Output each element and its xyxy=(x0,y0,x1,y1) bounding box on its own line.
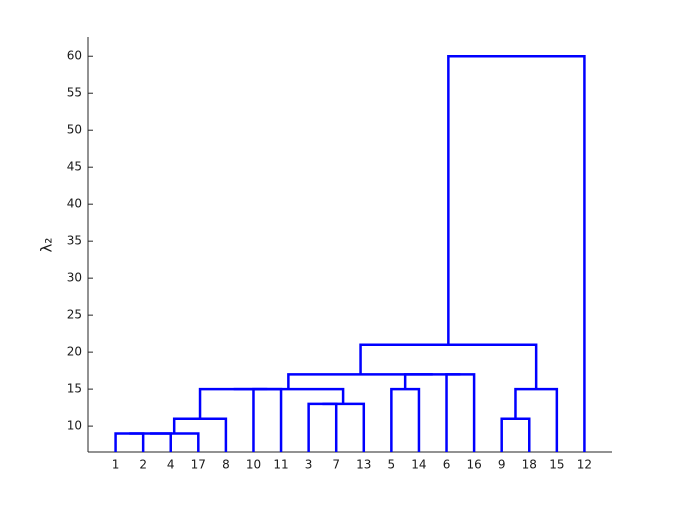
dendrogram-link xyxy=(252,387,283,452)
x-tick-label: 15 xyxy=(549,458,564,472)
x-tick-label: 7 xyxy=(332,458,340,472)
x-tick-label: 4 xyxy=(167,458,175,472)
y-tick-label: 55 xyxy=(67,86,82,100)
x-tick-label: 18 xyxy=(522,458,537,472)
y-tick-label: 30 xyxy=(67,271,82,285)
x-tick-label: 17 xyxy=(191,458,206,472)
dendrogram-link xyxy=(514,387,559,452)
y-tick-label: 25 xyxy=(67,308,82,322)
dendrogram-link xyxy=(359,343,538,390)
y-axis-label: λ₂ xyxy=(38,238,56,253)
x-tick-label: 16 xyxy=(466,458,481,472)
x-tick-label: 1 xyxy=(112,458,120,472)
dendrogram-link xyxy=(500,417,531,452)
dendrogram-link xyxy=(307,402,338,452)
dendrogram-link xyxy=(114,432,145,452)
y-tick-label: 35 xyxy=(67,234,82,248)
y-tick-label: 15 xyxy=(67,382,82,396)
x-tick-label: 13 xyxy=(356,458,371,472)
x-tick-label: 2 xyxy=(139,458,147,472)
dendrogram-link xyxy=(172,417,228,452)
dendrogram-link xyxy=(198,387,268,419)
dendrogram-link xyxy=(322,402,366,452)
dendrogram-link xyxy=(447,54,586,452)
x-tick-label: 11 xyxy=(273,458,288,472)
dendrogram-link xyxy=(129,432,172,452)
x-tick-label: 10 xyxy=(246,458,261,472)
x-tick-label: 6 xyxy=(443,458,451,472)
dendrogram-link xyxy=(403,373,461,390)
y-tick-label: 20 xyxy=(67,345,82,359)
dendrogram-link xyxy=(150,432,200,452)
y-tick-label: 10 xyxy=(67,419,82,433)
y-tick-label: 60 xyxy=(67,49,82,63)
y-tick-label: 45 xyxy=(67,160,82,174)
x-tick-label: 5 xyxy=(388,458,396,472)
dendrogram-link xyxy=(287,373,433,390)
dendrogram-link xyxy=(390,387,421,452)
dendrogram-link xyxy=(445,373,476,452)
y-tick-label: 50 xyxy=(67,123,82,137)
x-tick-label: 12 xyxy=(577,458,592,472)
y-tick-label: 40 xyxy=(67,197,82,211)
x-tick-label: 8 xyxy=(222,458,230,472)
x-tick-label: 14 xyxy=(411,458,426,472)
dendrogram-link xyxy=(233,387,345,404)
x-tick-label: 9 xyxy=(498,458,506,472)
x-tick-label: 3 xyxy=(305,458,313,472)
